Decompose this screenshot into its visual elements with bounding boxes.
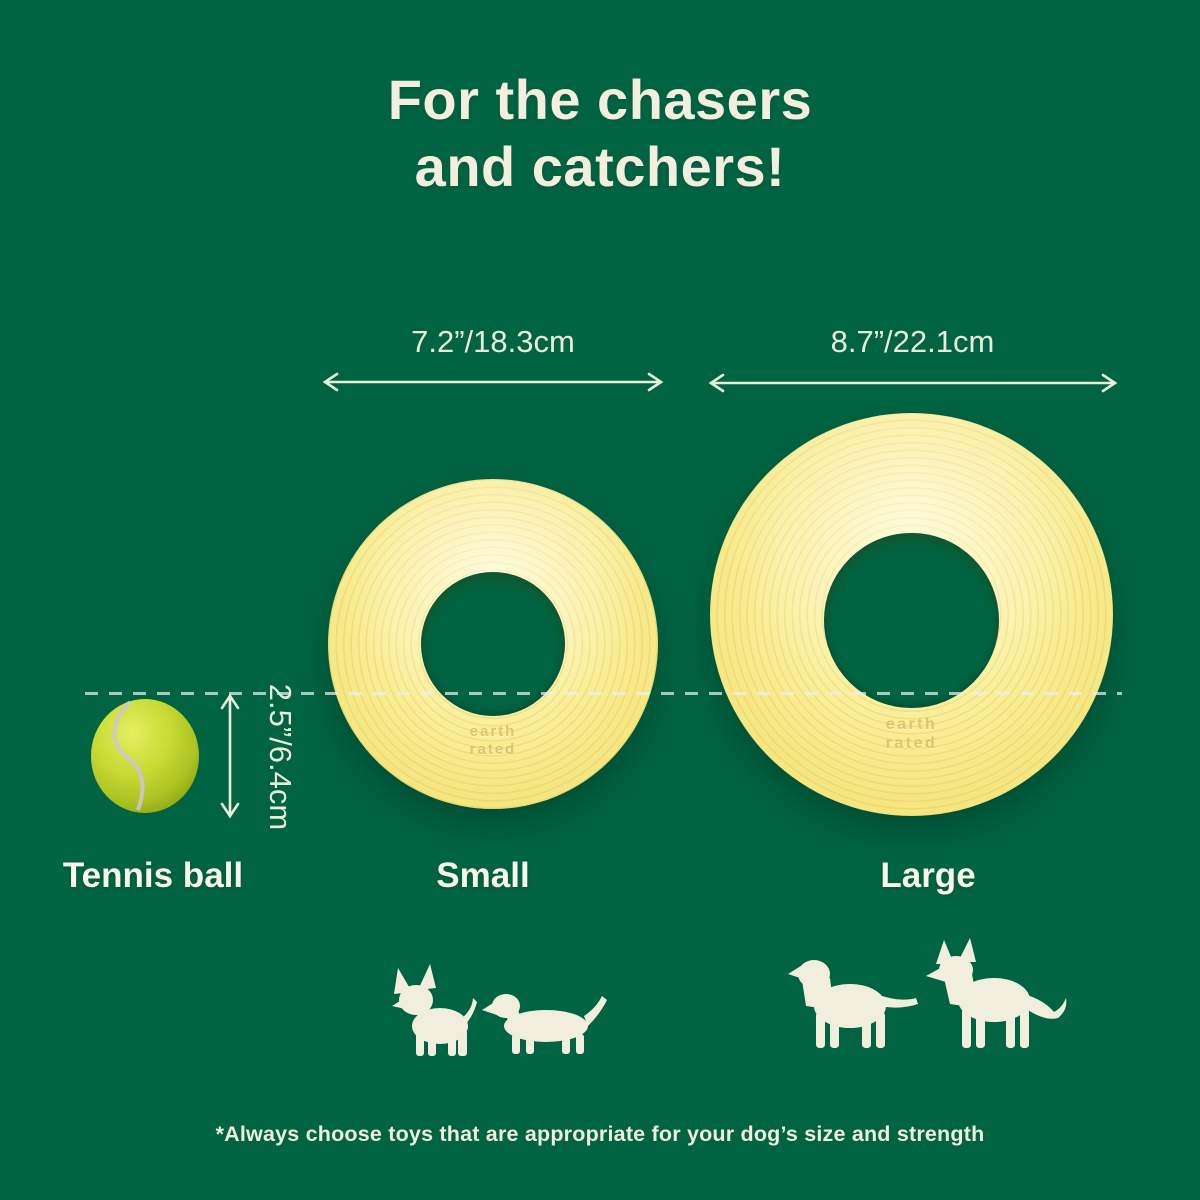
- small-size-label: Small: [436, 856, 530, 895]
- footnote-text: *Always choose toys that are appropriate…: [215, 1122, 985, 1146]
- small-width-arrow-icon: [322, 372, 664, 392]
- frisbee-ring-small: earth rated: [328, 479, 658, 809]
- page-title-line2: and catchers!: [414, 135, 786, 199]
- page-title: For the chasers and catchers!: [0, 66, 1200, 200]
- ball-dimension-label: 2.5”/6.4cm: [263, 683, 298, 831]
- chihuahua-icon: [390, 962, 478, 1056]
- ball-height-arrow-icon: [220, 693, 240, 819]
- dachshund-icon: [482, 976, 608, 1056]
- page-title-line1: For the chasers: [387, 68, 813, 131]
- large-size-label: Large: [880, 856, 976, 895]
- labrador-icon: [788, 952, 922, 1050]
- tennis-ball-label: Tennis ball: [62, 856, 244, 895]
- frisbee-ring-large-hole: [824, 533, 999, 708]
- small-ring-dimension-label: 7.2”/18.3cm: [411, 324, 575, 359]
- tennis-ball-image: [91, 699, 199, 813]
- brand-emboss-line1: earth: [469, 723, 517, 740]
- brand-emboss-line2: rated: [469, 741, 517, 758]
- german-shepherd-icon: [924, 938, 1068, 1050]
- brand-emboss-large: earth rated: [710, 715, 1113, 753]
- large-width-arrow-icon: [708, 373, 1118, 393]
- large-ring-dimension-label: 8.7”/22.1cm: [830, 324, 995, 359]
- brand-emboss-line1: earth: [885, 716, 938, 733]
- height-reference-dashed-line: [85, 692, 1122, 695]
- brand-emboss-line2: rated: [885, 735, 938, 753]
- brand-emboss-small: earth rated: [328, 723, 658, 759]
- frisbee-ring-large: earth rated: [710, 413, 1113, 816]
